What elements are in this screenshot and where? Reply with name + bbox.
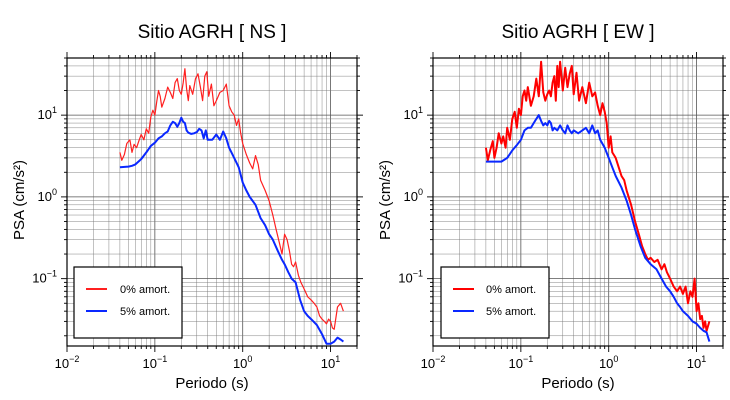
legend-label-5pct: 5% amort. xyxy=(486,306,536,318)
legend: 0% amort. 5% amort. xyxy=(440,266,550,339)
x-axis-label: Periodo (s) xyxy=(175,375,248,392)
legend-box xyxy=(73,266,183,339)
y-tick-label: 100 xyxy=(404,187,423,204)
x-axis-label: Periodo (s) xyxy=(541,375,614,392)
x-tick-label: 101 xyxy=(321,354,340,371)
x-tick-label: 10−1 xyxy=(508,354,533,371)
legend-label-5pct: 5% amort. xyxy=(120,306,170,318)
legend-box xyxy=(440,266,550,339)
y-axis-label: PSA (cm/s²) xyxy=(11,160,28,240)
y-tick-label: 101 xyxy=(38,105,57,122)
y-tick-label: 10−1 xyxy=(32,269,57,286)
axis-ticks: 10−2 10−1 100 101 10−1 100 101 xyxy=(32,52,363,371)
y-tick-label: 10−1 xyxy=(398,269,423,286)
series-line-5pct-amort xyxy=(119,116,344,345)
x-tick-label: 10−2 xyxy=(55,354,80,371)
x-tick-label: 100 xyxy=(233,354,252,371)
legend-label-0pct: 0% amort. xyxy=(486,284,536,296)
x-tick-label: 101 xyxy=(687,354,706,371)
series-line-0pct-amort xyxy=(119,68,344,330)
legend-label-0pct: 0% amort. xyxy=(120,284,170,296)
axis-ticks: 10−2 10−1 100 101 10−1 100 101 xyxy=(398,52,729,371)
series-group xyxy=(119,68,344,345)
x-tick-label: 10−1 xyxy=(142,354,167,371)
legend: 0% amort. 5% amort. xyxy=(73,266,183,339)
series-line-0pct-amort xyxy=(484,60,711,332)
chart-title: Sitio AGRH [ EW ] xyxy=(501,22,654,43)
chart-panel-ns: Sitio AGRH [ NS ] Periodo (s) PSA (cm/s²… xyxy=(11,22,363,392)
y-tick-label: 100 xyxy=(38,187,57,204)
grid xyxy=(66,57,358,346)
plot-frame xyxy=(432,57,724,347)
chart-panel-ew: Sitio AGRH [ EW ] Periodo (s) PSA (cm/s²… xyxy=(377,22,729,392)
x-tick-label: 100 xyxy=(599,354,618,371)
plot-frame xyxy=(66,57,358,347)
series-line-5pct-amort xyxy=(485,114,711,342)
grid xyxy=(432,57,724,346)
x-tick-label: 10−2 xyxy=(421,354,446,371)
chart-title: Sitio AGRH [ NS ] xyxy=(138,22,287,43)
y-axis-label: PSA (cm/s²) xyxy=(377,160,394,240)
y-tick-label: 101 xyxy=(404,105,423,122)
series-group xyxy=(484,60,711,342)
